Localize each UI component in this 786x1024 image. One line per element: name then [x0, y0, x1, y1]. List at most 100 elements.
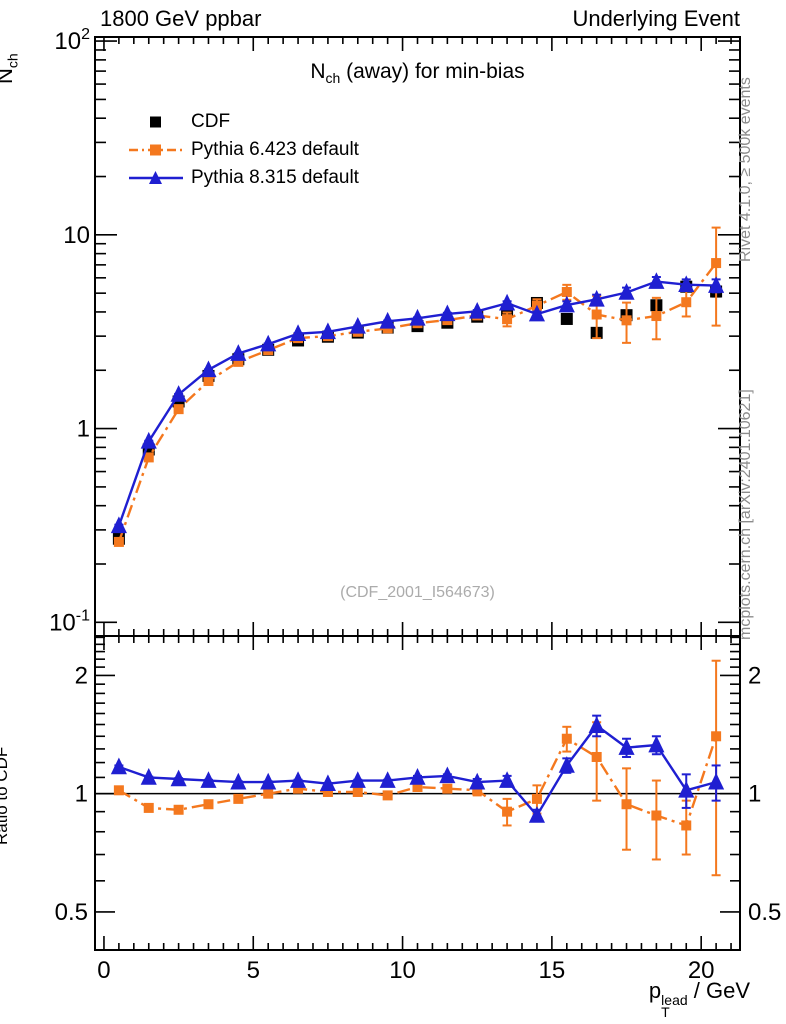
- y-axis-label: Nch: [0, 53, 21, 84]
- main-y-tick-label: 102: [54, 26, 90, 55]
- legend-label-pythia8: Pythia 8.315 default: [191, 167, 359, 188]
- data-point-marker: [591, 309, 602, 320]
- data-point-marker: [289, 324, 307, 341]
- data-point-marker: [558, 295, 575, 313]
- ratio-y-tick-label-right: 2: [748, 662, 761, 689]
- x-tick-label: 10: [389, 957, 416, 984]
- data-point-marker: [170, 769, 187, 787]
- data-point-marker: [260, 772, 277, 790]
- data-point-marker: [472, 785, 483, 796]
- pythia6-ratio-series: [113, 659, 722, 877]
- legend-item-cdf: CDF: [128, 108, 359, 136]
- legend: CDF Pythia 6.423 default Pythia 8.315 de…: [128, 108, 359, 192]
- plot-title-text: (away) for min-bias: [340, 60, 525, 83]
- x-axis-label-scripts: lead T: [661, 993, 687, 1020]
- data-point-marker: [200, 771, 217, 788]
- data-point-marker: [173, 404, 184, 415]
- data-point-marker: [143, 802, 154, 813]
- data-point-marker: [499, 293, 516, 311]
- data-point-marker: [319, 322, 336, 340]
- data-point-marker: [203, 376, 214, 387]
- data-point-marker: [558, 756, 575, 773]
- data-point-marker: [681, 297, 692, 308]
- plot-title-subscript: ch: [325, 70, 341, 87]
- y-axis-label-subscript: ch: [4, 53, 21, 69]
- ratio-y-tick-label-left: 1: [75, 781, 88, 808]
- ratio-y-tick-label-left: 2: [75, 662, 88, 689]
- data-point-marker: [708, 276, 725, 293]
- analysis-id-watermark: (CDF_2001_I564673): [340, 584, 495, 601]
- data-point-marker: [233, 356, 244, 367]
- pythia8-ratio-series: [110, 714, 725, 823]
- legend-label-pythia6: Pythia 6.423 default: [191, 139, 359, 160]
- data-point-marker: [560, 312, 573, 325]
- ratio-y-tick-label-right: 0.5: [748, 899, 781, 926]
- data-point-marker: [173, 804, 184, 815]
- data-point-marker: [651, 311, 662, 322]
- data-point-marker: [143, 452, 154, 463]
- data-point-marker: [382, 790, 393, 801]
- data-point-marker: [409, 308, 426, 326]
- beam-info-title: 1800 GeV ppbar: [100, 6, 262, 31]
- data-point-marker: [561, 733, 572, 744]
- data-point-marker: [352, 786, 363, 797]
- data-point-marker: [648, 735, 665, 753]
- x-tick-label: 20: [688, 957, 715, 984]
- data-point-marker: [289, 771, 307, 788]
- legend-item-pythia6: Pythia 6.423 default: [128, 136, 359, 164]
- data-point-marker: [110, 516, 127, 534]
- data-point-marker: [588, 289, 605, 307]
- data-point-marker: [648, 272, 665, 289]
- data-point-marker: [621, 315, 632, 326]
- data-point-marker: [230, 772, 247, 790]
- y-axis-label-symbol: N: [0, 68, 17, 84]
- data-point-marker: [409, 768, 426, 785]
- data-point-marker: [113, 536, 124, 547]
- pythia8-marker-icon: [129, 171, 183, 184]
- x-axis-label-subscript: T: [661, 1004, 670, 1020]
- pythia8-series: [110, 272, 725, 534]
- rivet-version-note: Rivet 4.1.0, ≥ 500k events: [737, 77, 754, 262]
- x-axis-label: p lead T / GeV: [95, 978, 750, 1020]
- data-point-marker: [439, 304, 456, 322]
- data-point-marker: [469, 772, 486, 790]
- main-panel: 102 10 1 10-1: [49, 26, 740, 636]
- data-point-marker: [618, 738, 635, 755]
- ratio-axis-label: Ratio to CDF: [0, 746, 11, 845]
- legend-label-cdf: CDF: [191, 111, 231, 132]
- data-point-marker: [439, 766, 456, 784]
- ratio-panel: 2 2 1 1 0.5 0.5 0 5 10 15 20: [55, 636, 781, 984]
- data-point-marker: [561, 286, 572, 297]
- main-y-tick-label: 1: [77, 416, 90, 443]
- data-point-marker: [528, 304, 546, 322]
- cdf-marker-icon: [150, 116, 161, 128]
- x-axis-label-symbol: p: [648, 978, 662, 1003]
- data-point-marker: [678, 780, 695, 798]
- data-point-marker: [170, 385, 187, 402]
- plot-title-symbol: N: [310, 60, 326, 83]
- data-point-marker: [618, 283, 635, 300]
- data-point-marker: [651, 810, 662, 821]
- legend-item-pythia8: Pythia 8.315 default: [128, 164, 359, 192]
- x-axis-label-units: / GeV: [687, 978, 750, 1003]
- data-point-marker: [260, 334, 277, 352]
- data-point-marker: [412, 781, 423, 792]
- data-point-marker: [711, 258, 722, 269]
- data-point-marker: [588, 716, 605, 733]
- data-point-marker: [113, 785, 124, 796]
- data-point-marker: [621, 799, 632, 810]
- ratio-y-tick-label-right: 1: [748, 781, 761, 808]
- analysis-group-title: Underlying Event: [572, 6, 740, 31]
- data-point-marker: [140, 431, 157, 449]
- data-point-marker: [230, 344, 247, 361]
- data-point-marker: [442, 783, 453, 794]
- data-point-marker: [263, 788, 274, 799]
- data-point-marker: [322, 786, 333, 797]
- data-point-marker: [711, 731, 722, 742]
- data-point-marker: [591, 751, 602, 762]
- ratio-y-tick-label-left: 0.5: [55, 899, 88, 926]
- pythia6-marker-icon: [129, 144, 183, 156]
- data-point-marker: [110, 757, 127, 775]
